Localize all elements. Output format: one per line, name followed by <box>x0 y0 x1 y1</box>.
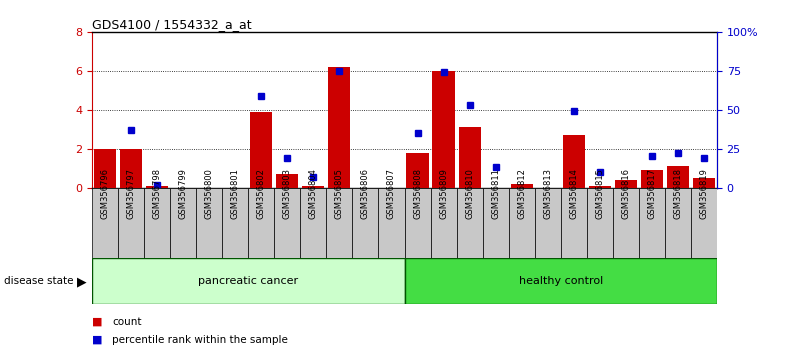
Bar <box>379 188 405 258</box>
Text: GSM356796: GSM356796 <box>101 169 110 219</box>
Bar <box>92 188 119 258</box>
Text: GSM356818: GSM356818 <box>674 169 682 219</box>
Bar <box>562 135 585 188</box>
Bar <box>120 149 143 188</box>
Text: ■: ■ <box>92 317 103 327</box>
Text: GSM356799: GSM356799 <box>179 169 187 219</box>
Bar <box>250 112 272 188</box>
Bar <box>510 184 533 188</box>
Bar <box>274 188 300 258</box>
Text: GSM356817: GSM356817 <box>647 169 656 219</box>
Bar <box>693 178 715 188</box>
Text: GSM356815: GSM356815 <box>595 169 604 219</box>
Text: GSM356803: GSM356803 <box>283 169 292 219</box>
Bar <box>144 188 171 258</box>
Text: GSM356802: GSM356802 <box>257 169 266 219</box>
Text: GSM356811: GSM356811 <box>491 169 500 219</box>
Bar <box>690 188 717 258</box>
Bar <box>613 188 639 258</box>
Bar <box>92 258 405 304</box>
Bar <box>248 188 274 258</box>
Bar <box>171 188 196 258</box>
Text: GSM356809: GSM356809 <box>439 169 448 219</box>
Text: GSM356798: GSM356798 <box>153 169 162 219</box>
Bar <box>119 188 144 258</box>
Bar <box>431 188 457 258</box>
Text: ▶: ▶ <box>77 275 87 288</box>
Bar <box>458 127 481 188</box>
Text: GSM356804: GSM356804 <box>309 169 318 219</box>
Text: GSM356797: GSM356797 <box>127 169 135 219</box>
Bar <box>639 188 665 258</box>
Bar <box>665 188 690 258</box>
Bar <box>509 188 535 258</box>
Text: GSM356806: GSM356806 <box>361 169 370 219</box>
Bar <box>146 185 168 188</box>
Text: disease state: disease state <box>4 276 74 286</box>
Text: GSM356819: GSM356819 <box>699 169 708 219</box>
Text: GSM356816: GSM356816 <box>622 169 630 219</box>
Text: pancreatic cancer: pancreatic cancer <box>199 276 298 286</box>
Bar <box>405 188 431 258</box>
Text: GSM356805: GSM356805 <box>335 169 344 219</box>
Bar <box>433 71 455 188</box>
Text: GSM356812: GSM356812 <box>517 169 526 219</box>
Bar <box>406 153 429 188</box>
Text: healthy control: healthy control <box>518 276 603 286</box>
Text: GSM356807: GSM356807 <box>387 169 396 219</box>
Text: GSM356801: GSM356801 <box>231 169 239 219</box>
Bar <box>223 188 248 258</box>
Bar <box>196 188 223 258</box>
Bar <box>589 185 611 188</box>
Text: GSM356800: GSM356800 <box>205 169 214 219</box>
Bar <box>328 67 351 188</box>
Bar <box>327 188 352 258</box>
Bar <box>666 166 689 188</box>
Bar <box>352 188 378 258</box>
Bar <box>482 188 509 258</box>
Bar <box>276 174 299 188</box>
Bar <box>586 188 613 258</box>
Bar <box>614 180 637 188</box>
Text: percentile rank within the sample: percentile rank within the sample <box>112 335 288 345</box>
Bar <box>535 188 561 258</box>
Bar <box>94 149 116 188</box>
Text: GSM356814: GSM356814 <box>570 169 578 219</box>
Text: GDS4100 / 1554332_a_at: GDS4100 / 1554332_a_at <box>92 18 252 31</box>
Bar <box>302 185 324 188</box>
Text: count: count <box>112 317 142 327</box>
Text: GSM356810: GSM356810 <box>465 169 474 219</box>
Text: ■: ■ <box>92 335 103 345</box>
Text: GSM356813: GSM356813 <box>543 169 552 219</box>
Text: GSM356808: GSM356808 <box>413 169 422 219</box>
Bar <box>300 188 327 258</box>
Bar <box>641 170 663 188</box>
Bar <box>405 258 717 304</box>
Bar <box>561 188 586 258</box>
Bar <box>457 188 482 258</box>
